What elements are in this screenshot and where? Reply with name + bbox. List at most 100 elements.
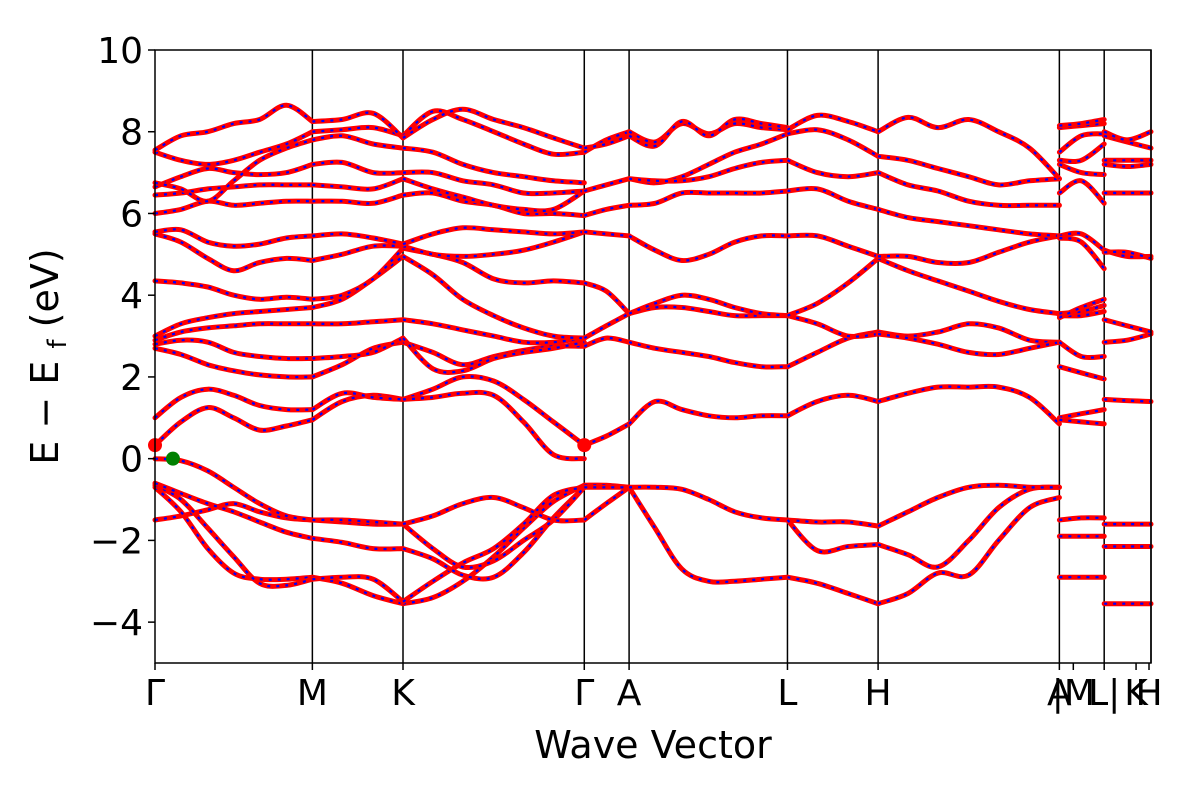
y-axis-label-unit: (eV)	[23, 248, 67, 327]
band-line-overlay	[154, 322, 313, 342]
band-line-overlay	[787, 576, 879, 605]
x-tick-label: |M	[1052, 673, 1095, 714]
band-line	[1101, 161, 1154, 170]
band-line	[1056, 417, 1107, 427]
band-line-overlay	[402, 486, 585, 603]
band-line	[1056, 407, 1107, 421]
band-line-overlay	[628, 399, 788, 425]
x-tick-label: K	[391, 673, 416, 714]
band-segment	[785, 112, 881, 607]
band-segment	[152, 102, 315, 589]
band-line-overlay	[787, 314, 879, 338]
x-tick-label: H	[865, 673, 892, 714]
band-line	[152, 405, 315, 448]
band-line-overlay	[402, 108, 585, 150]
plot-frame	[154, 49, 1152, 664]
x-tick-label: L|	[1088, 673, 1120, 714]
band-lines	[152, 102, 1154, 607]
band-line-overlay	[583, 486, 630, 521]
band-line-overlay	[312, 126, 404, 137]
band-line-overlay	[154, 457, 313, 522]
band-line-overlay	[312, 575, 404, 603]
band-line	[400, 494, 587, 527]
band-line	[152, 198, 315, 216]
band-line-overlay	[312, 244, 404, 262]
band-line-overlay	[628, 341, 788, 369]
band-line-overlay	[154, 482, 313, 540]
band-segment	[581, 129, 632, 523]
band-line-overlay	[402, 109, 585, 156]
band-line	[1101, 331, 1154, 345]
band-line	[626, 157, 790, 184]
x-tick-label: A	[1047, 673, 1072, 714]
band-line-overlay	[787, 187, 879, 211]
band-line-overlay	[402, 255, 585, 340]
band-line-overlay	[402, 170, 585, 195]
band-line	[1056, 296, 1107, 321]
band-line-overlay	[628, 234, 788, 262]
band-line-overlay	[787, 234, 879, 258]
y-axis-ticks: −4 −2 0 2 4 6 8 10	[90, 31, 155, 644]
band-line-overlay	[312, 194, 404, 205]
band-line-overlay	[402, 147, 585, 184]
band-line-overlay	[877, 332, 1060, 356]
band-line-overlay	[154, 484, 313, 588]
band-line	[1101, 396, 1154, 404]
band-line-overlay	[877, 208, 1060, 237]
band-line	[1101, 317, 1154, 335]
band-line	[581, 229, 632, 239]
band-line-overlay	[154, 338, 313, 360]
band-line	[875, 255, 1062, 317]
band-line-overlay	[787, 394, 879, 417]
band-line	[152, 137, 315, 204]
band-line	[152, 386, 315, 421]
band-line-overlay	[312, 337, 404, 360]
band-line	[875, 482, 1062, 529]
band-line-overlay	[312, 518, 404, 526]
band-line-overlay	[628, 132, 788, 184]
band-line	[875, 170, 1062, 209]
y-tick-label: 10	[97, 31, 143, 72]
band-line	[581, 202, 632, 218]
band-line-overlay	[628, 293, 788, 317]
band-line-overlay	[628, 117, 788, 148]
band-line-overlay	[154, 130, 313, 166]
y-axis-label: E − E f (eV)	[23, 248, 75, 464]
band-line-overlay	[312, 160, 404, 175]
band-line-overlay	[154, 163, 313, 188]
band-line-overlay	[402, 177, 585, 213]
band-line-overlay	[629, 486, 788, 522]
band-line	[1056, 339, 1107, 361]
band-line	[400, 335, 587, 375]
band-segment	[1056, 117, 1107, 580]
band-line	[1056, 235, 1107, 272]
band-line-overlay	[583, 312, 630, 340]
band-line	[1056, 161, 1107, 178]
band-line	[1056, 230, 1107, 253]
band-line-overlay	[312, 134, 404, 150]
band-line	[1056, 178, 1107, 206]
x-axis-ticks: Γ M K Γ A L H A|ML| KH	[145, 663, 1163, 714]
band-line	[1101, 249, 1154, 261]
band-line	[1056, 515, 1107, 523]
x-axis-label: Wave Vector	[534, 723, 772, 767]
band-line-overlay	[312, 318, 404, 326]
band-segment	[309, 110, 406, 607]
band-line	[581, 133, 632, 151]
band-line-overlay	[154, 228, 313, 248]
band-line-overlay	[312, 177, 404, 191]
band-line-overlay	[877, 496, 1060, 605]
band-line-overlay	[787, 518, 879, 528]
band-line-overlay	[402, 318, 585, 344]
band-line-overlay	[312, 247, 404, 301]
band-line	[1056, 364, 1107, 382]
band-line	[400, 373, 587, 448]
band-line-overlay	[154, 104, 314, 152]
band-line	[785, 157, 881, 180]
x-tick-label: Γ	[145, 673, 165, 714]
band-line-overlay	[402, 391, 585, 460]
band-segment	[1101, 129, 1154, 607]
band-line-overlay	[877, 322, 1060, 344]
band-line-overlay	[877, 155, 1060, 187]
band-line-overlay	[629, 189, 788, 207]
